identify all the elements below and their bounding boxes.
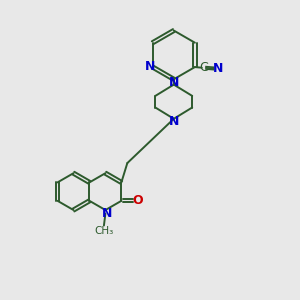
Text: CH₃: CH₃ [94,226,114,236]
Text: N: N [102,206,112,220]
Text: C: C [199,61,208,74]
Text: N: N [213,62,223,75]
Text: N: N [169,76,179,89]
Text: N: N [145,60,155,73]
Text: O: O [132,194,143,207]
Text: N: N [169,115,179,128]
